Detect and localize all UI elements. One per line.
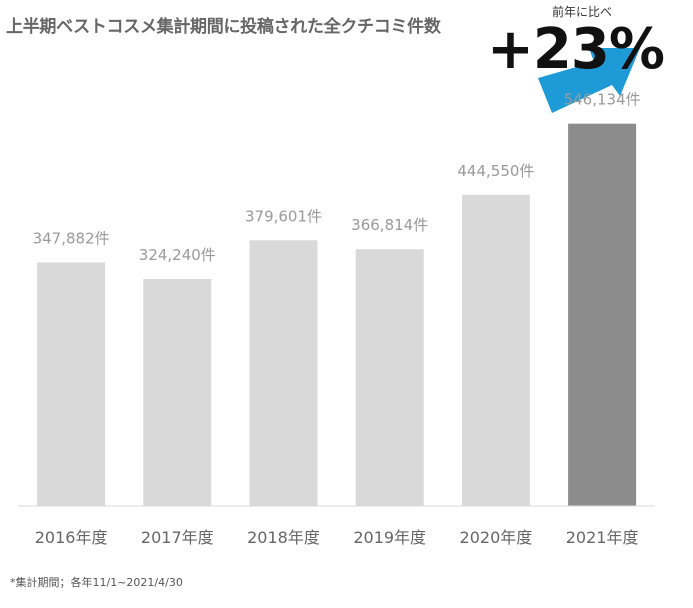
value-label: 379,601件 (245, 207, 322, 225)
x-tick-label: 2020年度 (460, 528, 533, 547)
x-tick-label: 2017年度 (141, 528, 214, 547)
bar-2018年度 (249, 240, 318, 507)
value-label: 546,134件 (564, 91, 641, 109)
value-label: 366,814件 (351, 216, 428, 234)
x-tick-label: 2016年度 (35, 528, 108, 547)
value-label: 347,882件 (33, 230, 110, 248)
chart-title: 上半期ベストコスメ集計期間に投稿された全クチコミ件数 (6, 17, 441, 37)
value-label: 444,550件 (457, 162, 534, 180)
bar-2017年度 (143, 279, 212, 506)
bar-2016年度 (37, 262, 106, 506)
growth-rate: +23% (487, 17, 665, 82)
bar-2020年度 (461, 194, 530, 507)
footnote: *集計期間；各年11/1~2021/4/30 (10, 576, 183, 589)
x-tick-label: 2019年度 (353, 528, 426, 547)
bar-2021年度 (568, 123, 637, 506)
bar-2019年度 (355, 249, 424, 506)
comparison-label: 前年に比べ (552, 5, 613, 19)
x-tick-label: 2018年度 (247, 528, 320, 547)
x-tick-label: 2021年度 (566, 528, 639, 547)
growth-arrow-icon (538, 48, 640, 113)
value-label: 324,240件 (139, 246, 216, 264)
